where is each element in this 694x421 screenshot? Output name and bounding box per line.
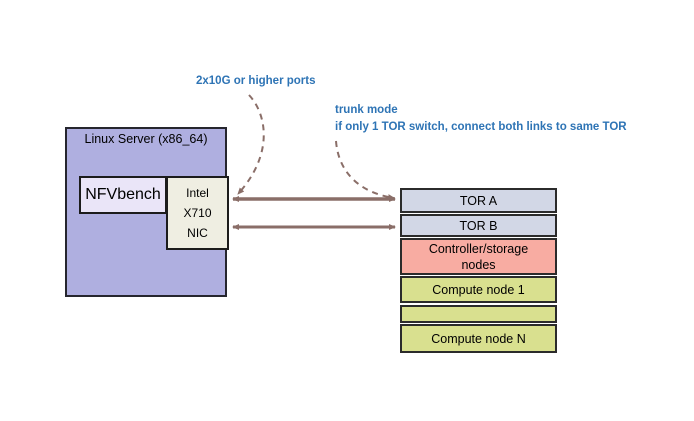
trunk-note-line: if only 1 TOR switch, connect both links… bbox=[335, 121, 627, 133]
intel-x710-nic-box: Intel X710 NIC bbox=[166, 176, 229, 250]
nfvbench-box: NFVbench bbox=[79, 176, 167, 214]
nfvbench-label: NFVbench bbox=[85, 186, 161, 203]
linux-server-title: Linux Server (x86_64) bbox=[84, 132, 208, 146]
compute-node-1-box: Compute node 1 bbox=[400, 276, 557, 303]
tor-b-box: TOR B bbox=[400, 214, 557, 237]
ports-annotation: 2x10G or higher ports bbox=[196, 75, 316, 87]
trunk-mode-line: trunk mode bbox=[335, 104, 398, 116]
compute-node-1-label: Compute node 1 bbox=[432, 282, 525, 297]
compute-node-n-label: Compute node N bbox=[431, 331, 526, 346]
trunk-annotation: trunk mode if only 1 TOR switch, connect… bbox=[335, 102, 627, 136]
tor-a-label: TOR A bbox=[459, 193, 498, 208]
compute-node-n-box: Compute node N bbox=[400, 324, 557, 353]
tor-a-box: TOR A bbox=[400, 188, 557, 213]
controller-storage-box: Controller/storage nodes bbox=[400, 238, 557, 275]
ports-callout-arrow bbox=[237, 94, 265, 195]
controller-storage-label: Controller/storage nodes bbox=[428, 241, 529, 272]
tor-b-label: TOR B bbox=[459, 218, 498, 233]
trunk-callout-arrow bbox=[335, 140, 395, 201]
compute-node-ellipsis-box bbox=[400, 305, 557, 323]
nic-label: Intel X710 NIC bbox=[183, 186, 212, 240]
